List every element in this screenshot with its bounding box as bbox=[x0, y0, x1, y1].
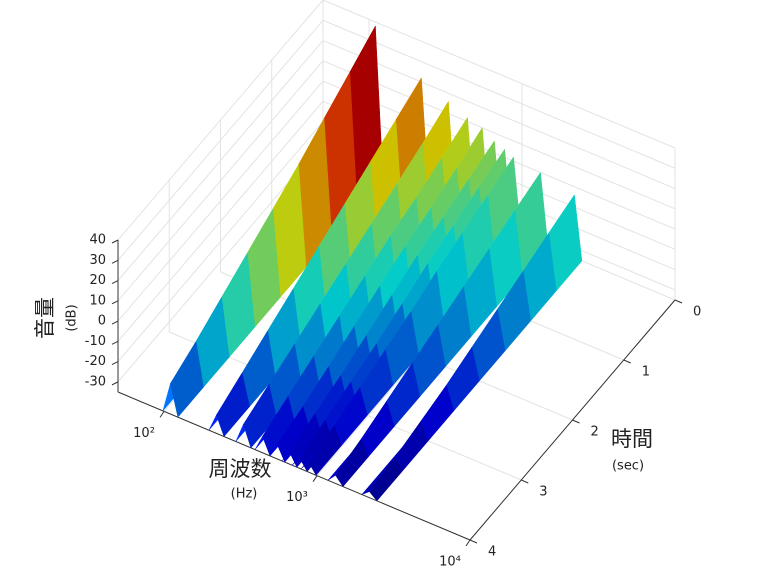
surface-face bbox=[335, 438, 369, 488]
y-tick-label: 2 bbox=[591, 425, 599, 440]
grid-line bbox=[322, 60, 676, 210]
grid-line bbox=[322, 19, 676, 169]
surface-face bbox=[308, 425, 342, 476]
z-axis-unit: (dB) bbox=[65, 304, 80, 331]
surface-face bbox=[369, 457, 403, 502]
y-tick-label: 3 bbox=[539, 485, 547, 500]
tick-mark bbox=[111, 361, 119, 366]
y-axis-unit: (sec) bbox=[612, 459, 644, 474]
grid-line bbox=[322, 0, 676, 149]
tick-mark bbox=[469, 539, 478, 544]
y-axis-label: 時間 bbox=[611, 427, 653, 451]
tick-mark bbox=[111, 340, 119, 345]
x-tick-label: 10⁴ bbox=[439, 555, 461, 570]
tick-mark bbox=[521, 479, 529, 484]
tick-mark bbox=[111, 280, 119, 284]
x-tick-label: 10³ bbox=[286, 490, 308, 505]
z-tick-label: -30 bbox=[85, 374, 106, 389]
tick-mark bbox=[111, 320, 119, 325]
y-tick-label: 0 bbox=[693, 305, 701, 320]
tick-mark bbox=[111, 239, 119, 244]
z-tick-label: 30 bbox=[89, 253, 106, 268]
surface-face bbox=[170, 340, 204, 418]
y-tick-label: 1 bbox=[642, 365, 650, 380]
z-tick-label: -10 bbox=[85, 334, 106, 349]
surface-face bbox=[216, 372, 250, 438]
surface-face bbox=[243, 383, 277, 449]
z-tick-label: -20 bbox=[85, 354, 106, 369]
y-tick-label: 4 bbox=[488, 545, 496, 560]
z-tick-label: 0 bbox=[98, 314, 106, 329]
x-tick-label: 10² bbox=[133, 426, 155, 441]
tick-mark bbox=[159, 411, 165, 418]
tick-mark bbox=[111, 300, 119, 305]
grid-line bbox=[322, 80, 676, 230]
z-tick-label: 10 bbox=[89, 293, 106, 308]
z-tick-label: 40 bbox=[89, 233, 106, 248]
x-axis-unit: (Hz) bbox=[231, 487, 258, 502]
tick-mark bbox=[623, 359, 631, 364]
tick-mark bbox=[465, 539, 471, 547]
surface-face bbox=[420, 384, 455, 442]
tick-mark bbox=[674, 299, 683, 304]
tick-mark bbox=[312, 475, 318, 482]
tick-mark bbox=[111, 259, 119, 264]
tick-mark bbox=[111, 381, 119, 386]
grid-line bbox=[322, 40, 676, 189]
x-axis bbox=[117, 391, 471, 541]
z-axis-label: 音量 bbox=[33, 297, 57, 339]
tick-mark bbox=[572, 419, 580, 424]
z-tick-label: 20 bbox=[89, 273, 106, 288]
surface-face bbox=[277, 406, 311, 463]
x-axis-label: 周波数 bbox=[209, 457, 272, 481]
